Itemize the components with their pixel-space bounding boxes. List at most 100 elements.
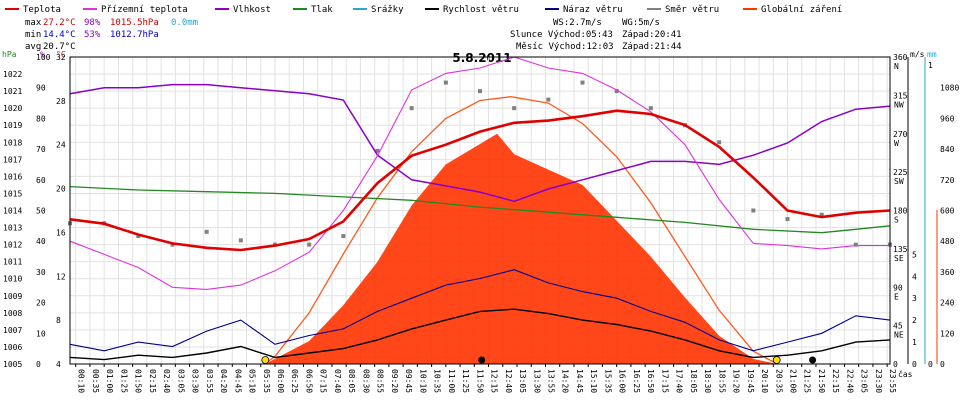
time-tick-label-16: 06:50 [304,369,313,393]
wind-dir-point-9 [375,148,380,153]
time-tick-label-18: 07:40 [333,369,342,393]
info-ws: WS:2.7m/s [553,18,602,28]
humidity-tick-10: 0 [36,360,41,369]
time-tick-label-25: 10:35 [433,369,442,393]
stat-min-temp: 14.4°C [43,30,76,40]
time-tick-label-56: 23:30 [874,369,883,393]
temp-tick-5: 12 [56,272,66,281]
time-tick-label-24: 10:10 [418,369,427,393]
chart-title: 5.8.2011 [452,51,511,65]
pressure-tick-1: 1021 [3,87,22,96]
time-tick-label-54: 22:40 [845,369,854,393]
time-tick-label-9: 03:55 [205,369,214,393]
pressure-tick-4: 1018 [3,138,22,147]
legend-label-5: Rychlost větru [443,5,519,15]
pressure-tick-16: 1006 [3,343,22,352]
humidity-tick-6: 40 [36,237,46,246]
dir-tick-name-2: W [894,139,899,148]
wind-dir-point-13 [512,106,517,111]
time-tick-label-21: 08:55 [376,369,385,393]
pressure-tick-6: 1016 [3,172,22,181]
dir-tick-5: 135 [893,245,908,254]
time-tick-label-15: 06:25 [290,369,299,393]
dir-tick-2: 270 [893,130,908,139]
dir-tick-name-6: E [894,292,899,301]
time-tick-label-6: 02:40 [162,369,171,393]
axes: 00:10 00:35 01:00 01:25 01:50 02:15 02:40 03:05… [3,53,959,393]
rad-tick-0: 1080 [940,84,959,93]
time-tick-label-30: 12:40 [504,369,513,393]
pressure-tick-17: 1005 [3,360,22,369]
time-tick-label-52: 21:50 [817,369,826,393]
wind-dir-point-14 [546,97,551,102]
humidity-tick-0: 100 [36,53,51,62]
humidity-tick-2: 80 [36,114,46,123]
wind-dir-point-11 [443,80,448,85]
time-tick-label-47: 19:45 [746,369,755,393]
time-tick-label-45: 18:55 [717,369,726,393]
dir-tick-6: 90 [893,283,903,292]
time-tick-label-2: 01:00 [105,369,114,393]
wind-tick-2: 3 [912,294,917,303]
humidity-tick-3: 70 [36,145,46,154]
wind-dir-point-15 [580,80,585,85]
time-tick-label-49: 20:35 [774,369,783,393]
unit-degc: °C [56,50,66,59]
time-tick-label-39: 16:25 [632,369,641,393]
time-tick-label-41: 17:15 [660,369,669,393]
unit-mm: mm [927,50,937,59]
legend-label-3: Tlak [311,5,333,15]
time-tick-label-38: 16:00 [618,369,627,393]
pressure-tick-8: 1014 [3,207,22,216]
dir-tick-3: 225 [893,168,908,177]
time-tick-label-42: 17:40 [675,369,684,393]
unit-ms: m/s [910,50,925,59]
time-tick-label-40: 16:50 [646,369,655,393]
wind-speed-line [69,308,891,361]
pressure-tick-12: 1010 [3,275,22,284]
time-tick-label-14: 06:00 [276,369,285,393]
stat-avg-temp: 20.7°C [43,42,76,52]
time-tick-label-46: 19:20 [732,369,741,393]
stat-min-hum: 53% [84,30,101,40]
unit-hpa: hPa [2,50,17,59]
clear-sky-line [264,96,778,365]
wind-dir-point-19 [717,140,722,145]
time-tick-label-31: 13:05 [518,369,527,393]
wind-dir-point-22 [819,212,824,217]
time-tick-label-50: 21:00 [789,369,798,393]
pressure-tick-11: 1011 [3,258,22,267]
rad-tick-1: 960 [940,114,955,123]
wind-dir-point-5 [238,238,243,243]
plot-area [68,56,892,365]
pressure-line [69,185,891,234]
time-tick-label-8: 03:30 [191,369,200,393]
pressure-tick-9: 1013 [3,224,22,233]
time-tick-label-11: 04:45 [233,369,242,393]
time-tick-label-57: 23:55 [888,369,897,393]
time-tick-label-17: 07:15 [319,369,328,393]
rad-tick-3: 720 [940,176,955,185]
stats-block: max 27.2°C 98% 1015.5hPa 0.0mm min 14.4°… [25,18,682,52]
legend: Teplota Přízemní teplota Vlhkost Tlak Srážky… [5,5,842,15]
pressure-tick-13: 1009 [3,292,22,301]
wind-tick-1: 4 [912,272,917,281]
dir-tick-name-1: NW [894,100,904,109]
time-tick-label-23: 09:45 [404,369,413,393]
rain-tick-1: 0 [928,360,933,369]
pressure-tick-15: 1007 [3,326,22,335]
legend-label-4: Srážky [371,5,404,15]
time-tick-label-51: 21:25 [803,369,812,393]
wind-dir-point-10 [409,106,414,111]
legend-label-8: Globální záření [761,5,842,15]
time-tick-label-22: 09:20 [390,369,399,393]
temp-tick-7: 4 [56,360,61,369]
rad-tick-8: 120 [940,329,955,338]
dir-tick-name-4: S [894,216,899,225]
info-wg: WG:5m/s [622,18,660,28]
unit-pct: % [40,50,45,59]
dir-tick-7: 45 [893,322,903,331]
humidity-tick-9: 10 [36,329,46,338]
